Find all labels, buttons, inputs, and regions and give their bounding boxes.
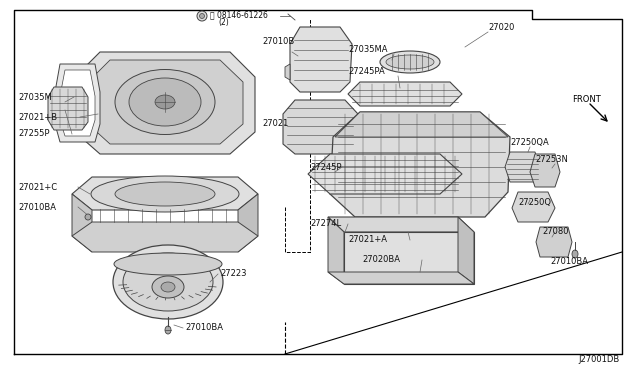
- Ellipse shape: [115, 70, 215, 135]
- Ellipse shape: [161, 282, 175, 292]
- Text: FRONT: FRONT: [572, 96, 601, 105]
- Text: 27010BA: 27010BA: [18, 202, 56, 212]
- Text: 27253N: 27253N: [535, 155, 568, 164]
- Text: 27020: 27020: [488, 22, 515, 32]
- Text: 27250QA: 27250QA: [510, 138, 548, 147]
- Polygon shape: [238, 194, 258, 252]
- Text: 27010BA: 27010BA: [185, 324, 223, 333]
- Ellipse shape: [200, 13, 205, 19]
- Text: 27035M: 27035M: [18, 93, 52, 102]
- Polygon shape: [308, 154, 462, 194]
- Polygon shape: [458, 217, 474, 284]
- Text: 27021+C: 27021+C: [18, 183, 57, 192]
- Polygon shape: [88, 60, 243, 144]
- Polygon shape: [285, 64, 290, 80]
- Text: 27250Q: 27250Q: [518, 198, 551, 206]
- Text: 27021+B: 27021+B: [18, 112, 57, 122]
- Polygon shape: [505, 152, 540, 182]
- Ellipse shape: [155, 95, 175, 109]
- Text: 27245PA: 27245PA: [348, 67, 385, 77]
- Polygon shape: [512, 192, 555, 222]
- Ellipse shape: [380, 51, 440, 73]
- Ellipse shape: [91, 176, 239, 212]
- Ellipse shape: [115, 182, 215, 206]
- Polygon shape: [530, 154, 560, 187]
- Text: J27001DB: J27001DB: [579, 356, 620, 365]
- Text: 27223: 27223: [220, 269, 246, 279]
- Polygon shape: [60, 70, 95, 136]
- Polygon shape: [328, 217, 344, 284]
- Ellipse shape: [197, 11, 207, 21]
- Polygon shape: [72, 222, 258, 252]
- Text: 27255P: 27255P: [18, 129, 49, 138]
- Polygon shape: [72, 177, 258, 210]
- Ellipse shape: [113, 245, 223, 319]
- Polygon shape: [290, 27, 352, 92]
- Ellipse shape: [572, 250, 578, 258]
- Ellipse shape: [85, 214, 91, 220]
- Ellipse shape: [152, 276, 184, 298]
- Text: 27080: 27080: [542, 228, 568, 237]
- Text: 27245P: 27245P: [310, 163, 342, 171]
- Text: 27010BA: 27010BA: [550, 257, 588, 266]
- Ellipse shape: [114, 253, 222, 275]
- Text: (2): (2): [218, 19, 228, 28]
- Polygon shape: [536, 227, 572, 257]
- Polygon shape: [348, 82, 462, 106]
- Ellipse shape: [129, 78, 201, 126]
- Polygon shape: [344, 232, 474, 284]
- Polygon shape: [328, 217, 474, 232]
- Text: 27274L: 27274L: [310, 219, 341, 228]
- Polygon shape: [75, 52, 255, 154]
- Text: 27010B: 27010B: [262, 38, 294, 46]
- Text: 27020BA: 27020BA: [362, 256, 400, 264]
- Polygon shape: [330, 112, 510, 217]
- Ellipse shape: [123, 253, 213, 311]
- Ellipse shape: [386, 55, 434, 69]
- Text: 27035MA: 27035MA: [348, 45, 387, 55]
- Text: Ⓑ 08146-61226: Ⓑ 08146-61226: [210, 10, 268, 19]
- Text: 27021: 27021: [262, 119, 289, 128]
- Polygon shape: [328, 272, 474, 284]
- Polygon shape: [72, 194, 92, 252]
- Polygon shape: [55, 64, 100, 142]
- Polygon shape: [48, 87, 88, 130]
- Polygon shape: [335, 112, 508, 137]
- Polygon shape: [283, 100, 358, 154]
- Ellipse shape: [165, 326, 171, 334]
- Text: 27021+A: 27021+A: [348, 235, 387, 244]
